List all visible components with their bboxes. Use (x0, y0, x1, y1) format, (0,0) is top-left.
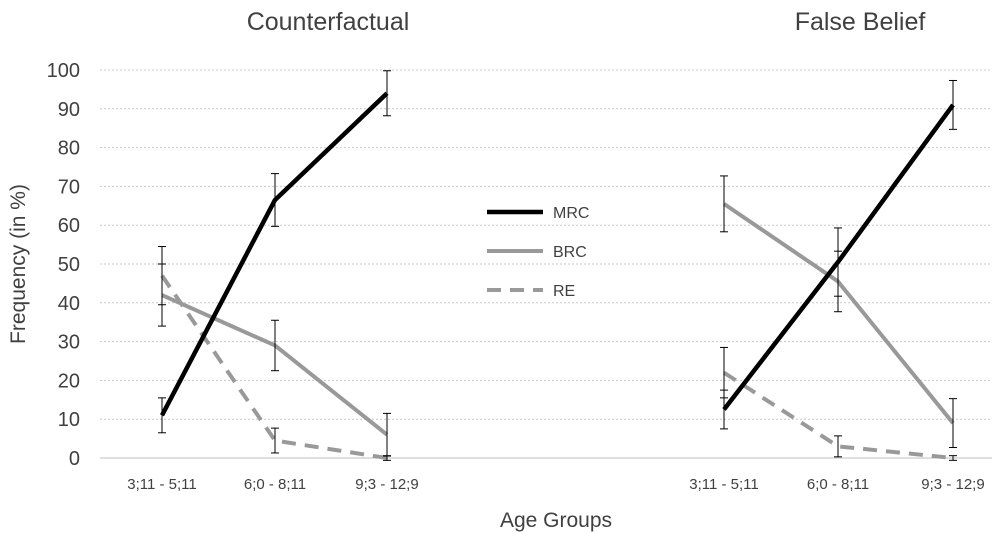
y-tick-label: 40 (58, 293, 80, 315)
series-mrc (158, 70, 391, 434)
x-axis-label: Age Groups (500, 509, 612, 532)
legend-label: BRC (553, 244, 587, 261)
error-bar (271, 173, 279, 227)
panels: Counterfactual 3;11 - 5;11 6;0 - 8;11 9;3 -… (127, 8, 984, 493)
error-bar (720, 175, 728, 233)
y-tick-label: 10 (58, 409, 80, 431)
error-bar (271, 319, 279, 372)
y-tick-label: 0 (69, 448, 80, 470)
panel-1: Counterfactual 3;11 - 5;11 6;0 - 8;11 9;3 -… (127, 8, 418, 493)
error-bar (949, 79, 957, 130)
x-tick-label: 6;0 - 8;11 (807, 476, 869, 493)
y-tick-label: 80 (58, 138, 80, 160)
x-tick-label: 9;3 - 12;9 (355, 476, 418, 493)
legend: MRC BRC RE (487, 205, 589, 300)
error-bar (271, 427, 279, 454)
series-re (720, 346, 957, 461)
series-brc (720, 175, 957, 449)
x-tick-label: 3;11 - 5;11 (689, 476, 759, 493)
y-tick-label: 50 (58, 254, 80, 276)
error-bar (158, 397, 166, 434)
legend-label: MRC (553, 205, 589, 222)
x-tick-label: 6;0 - 8;11 (244, 476, 306, 493)
gridlines (100, 69, 992, 420)
error-bar (834, 435, 842, 458)
x-tick-label: 9;3 - 12;9 (921, 476, 984, 493)
x-tick-label: 3;11 - 5;11 (127, 476, 197, 493)
series-mrc (720, 79, 957, 430)
series-brc (158, 263, 391, 457)
error-bar (383, 70, 391, 117)
error-bar (834, 227, 842, 297)
y-tick-label: 90 (58, 99, 80, 121)
legend-label: RE (553, 283, 575, 300)
y-axis-ticks: 0 10 20 30 40 50 60 70 80 90 100 (47, 60, 80, 470)
error-bar (158, 263, 166, 327)
y-tick-label: 30 (58, 332, 80, 354)
error-bar (949, 398, 957, 449)
error-bar (949, 455, 957, 461)
panel-title: Counterfactual (247, 8, 410, 36)
panel-title: False Belief (795, 8, 926, 36)
y-tick-label: 70 (58, 176, 80, 198)
error-bar (383, 412, 391, 457)
y-axis-label: Frequency (in %) (7, 184, 30, 344)
series-line-re (722, 370, 954, 460)
y-tick-label: 20 (58, 370, 80, 392)
panel-2: False Belief 3;11 - 5;11 6;0 - 8;11 9;3 - 1… (689, 8, 984, 493)
y-tick-label: 100 (47, 60, 80, 82)
error-bar (720, 389, 728, 430)
y-tick-label: 60 (58, 215, 80, 237)
